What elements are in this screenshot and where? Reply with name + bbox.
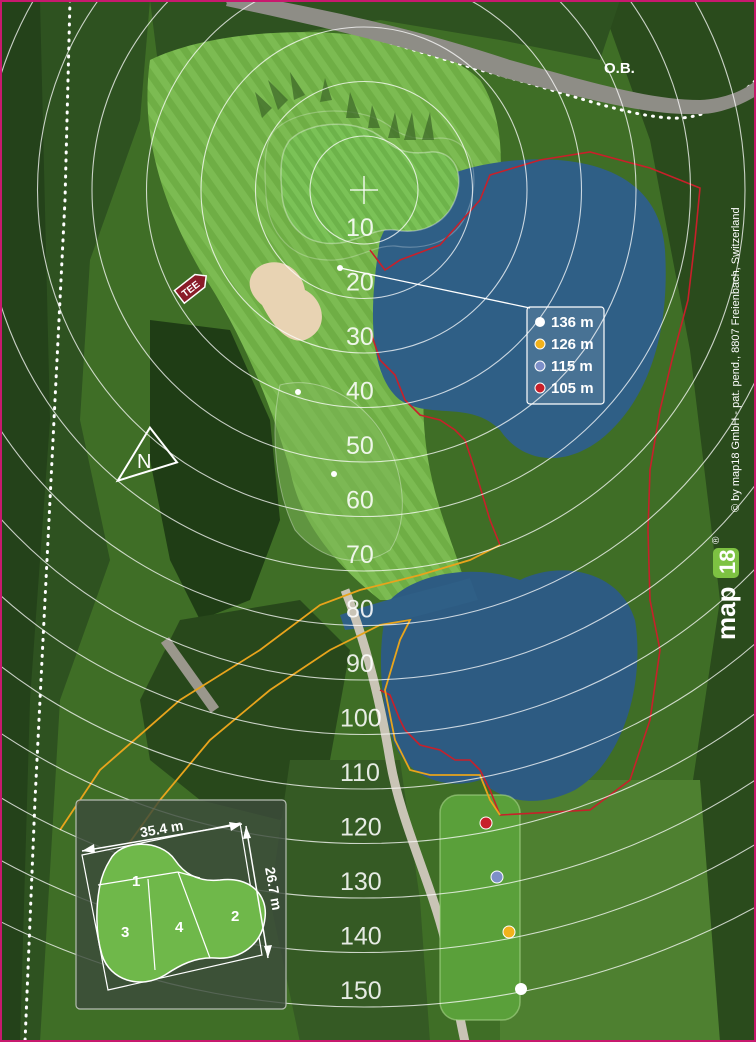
brand-logo-map: map bbox=[711, 587, 741, 640]
distance-ring bbox=[0, 0, 746, 572]
distance-label: 50 bbox=[346, 432, 374, 460]
distance-ring bbox=[37, 0, 691, 517]
trees-top bbox=[150, 0, 620, 80]
ob-line-left bbox=[23, 0, 72, 1042]
cart-path-left bbox=[160, 637, 220, 713]
distance-label: 140 bbox=[340, 923, 382, 951]
creek bbox=[340, 578, 478, 630]
distance-ring bbox=[0, 711, 756, 844]
legend-distance: 115 m bbox=[551, 358, 593, 375]
distance-ring bbox=[0, 567, 756, 735]
distance-ring bbox=[146, 0, 582, 408]
distance-label: 80 bbox=[346, 596, 374, 624]
fairway-marker bbox=[331, 471, 337, 477]
distance-label: 10 bbox=[346, 214, 374, 242]
road-top bbox=[226, 0, 756, 115]
distance-ring bbox=[0, 905, 756, 1008]
legend-distance: 105 m bbox=[551, 380, 594, 397]
legend-dot bbox=[534, 338, 546, 350]
tee-box bbox=[439, 794, 521, 1021]
distance-label: 110 bbox=[340, 759, 380, 787]
tee-marker-white[interactable] bbox=[515, 983, 527, 995]
distance-rings: 10 20 30 40 50 60 70 80 90 100 110 120 130 140 150 bbox=[0, 0, 756, 1008]
yellow-line-2 bbox=[109, 618, 501, 871]
tee-marker-blue[interactable] bbox=[490, 870, 504, 884]
distance-label: 60 bbox=[346, 487, 374, 515]
copyright-text: © by map18 GmbH - pat. pend., 8807 Freie… bbox=[730, 207, 742, 512]
tee-marker-red[interactable] bbox=[479, 816, 493, 830]
inset-section-3: 3 bbox=[121, 924, 129, 941]
brand-registered: ® bbox=[711, 536, 722, 544]
rough-bottom-right bbox=[500, 780, 720, 1042]
ob-label: O.B. bbox=[604, 60, 635, 77]
distance-label: 120 bbox=[340, 814, 382, 842]
trees-left-dense bbox=[20, 0, 150, 1042]
inset-depth-label: 26.7 m bbox=[262, 866, 285, 912]
water-lower bbox=[380, 570, 638, 801]
distance-label: 20 bbox=[346, 269, 374, 297]
trees-bottom-middle bbox=[270, 760, 430, 1042]
distance-label: 70 bbox=[346, 541, 374, 569]
brand-logo: map 18 ® bbox=[711, 536, 741, 640]
yellow-line bbox=[59, 544, 501, 831]
tee-sign: TEE bbox=[173, 273, 208, 305]
distance-ring bbox=[309, 135, 419, 245]
legend-distance: 136 m bbox=[551, 314, 594, 331]
legend-dot bbox=[535, 317, 545, 327]
tree-belt-right bbox=[600, 0, 756, 1042]
leader-line bbox=[339, 267, 531, 309]
legend-dot bbox=[534, 382, 546, 394]
distance-label: 90 bbox=[346, 650, 374, 678]
north-label: N bbox=[137, 451, 151, 473]
legend-dot bbox=[534, 360, 546, 372]
distance-ring bbox=[0, 843, 756, 953]
distance-label: 150 bbox=[340, 977, 382, 1005]
distance-label: 40 bbox=[346, 378, 374, 406]
water-upper bbox=[372, 159, 666, 459]
north-arrow-icon: N bbox=[115, 425, 179, 483]
inset-section-2: 2 bbox=[231, 908, 239, 925]
hazard-line bbox=[369, 151, 701, 816]
inset-section-4: 4 bbox=[175, 919, 184, 936]
distance-ring bbox=[0, 642, 756, 790]
distance-ring bbox=[0, 778, 756, 899]
distance-ring bbox=[0, 482, 756, 681]
hazard-line-2 bbox=[369, 329, 501, 546]
distance-label: 130 bbox=[340, 868, 382, 896]
distance-ring bbox=[254, 80, 474, 300]
inset-width-label: 35.4 m bbox=[139, 817, 185, 840]
tee-marker-yellow[interactable] bbox=[502, 925, 516, 939]
distance-ring bbox=[91, 0, 637, 463]
legend-distance: 126 m bbox=[551, 336, 594, 353]
distance-label: 30 bbox=[346, 323, 374, 351]
slope-arrows bbox=[255, 72, 434, 140]
bunker bbox=[249, 262, 322, 341]
tee-distance-legend: 136 m 126 m 115 m 105 m bbox=[526, 306, 605, 405]
distance-label: 100 bbox=[340, 705, 382, 733]
distance-ring bbox=[200, 26, 528, 354]
fairway-marker bbox=[295, 389, 301, 395]
tree-cluster-middle bbox=[150, 320, 280, 620]
pin-cross-icon bbox=[350, 176, 378, 204]
brand-logo-18: 18 bbox=[715, 550, 740, 574]
leader-start bbox=[337, 265, 343, 271]
green-inset: 1 2 3 4 35.4 m 26.7 m bbox=[75, 799, 287, 1010]
distance-ring bbox=[0, 0, 756, 626]
inset-section-1: 1 bbox=[132, 873, 140, 890]
